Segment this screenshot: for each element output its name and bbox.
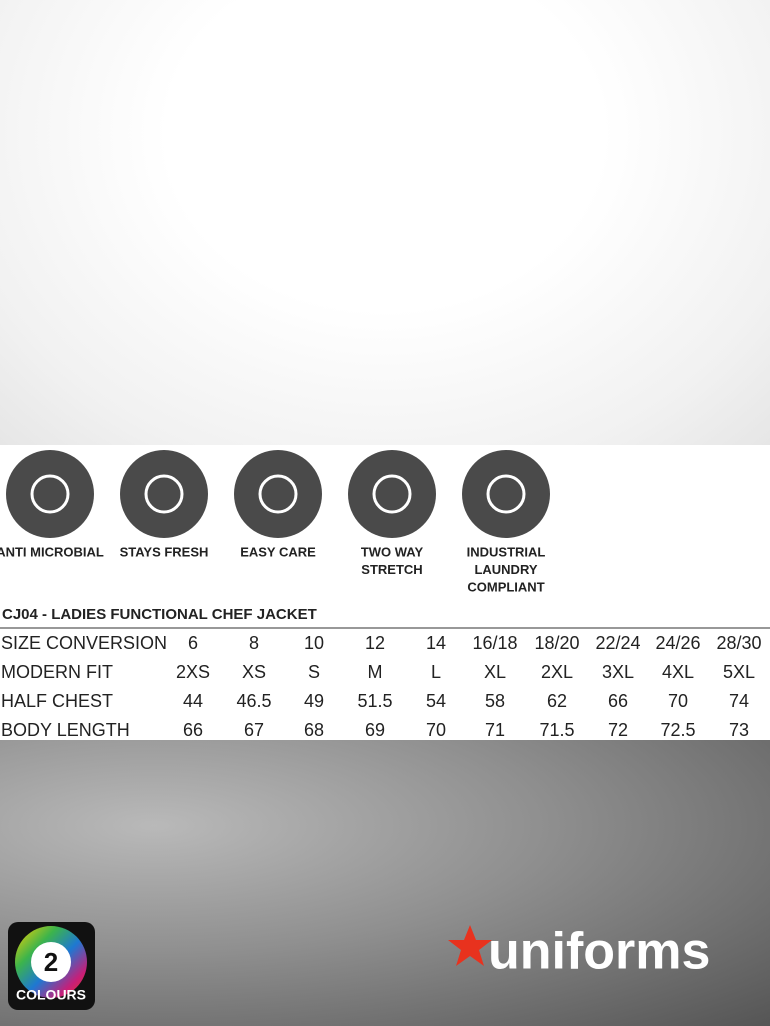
table-cell: 69 <box>365 720 385 740</box>
table-cell: 4XL <box>662 662 694 682</box>
table-cell: 68 <box>304 720 324 740</box>
feature: EASY CARE <box>234 450 322 559</box>
row-header: MODERN FIT <box>1 662 113 682</box>
feature-label: LAUNDRY <box>474 562 537 577</box>
feature-label: EASY CARE <box>240 544 316 559</box>
row-header: BODY LENGTH <box>1 720 130 740</box>
table-cell: 6 <box>188 633 198 653</box>
table-cell: 66 <box>183 720 203 740</box>
table-cell: 58 <box>485 691 505 711</box>
feature-label: COMPLIANT <box>467 579 544 594</box>
table-cell: 22/24 <box>595 633 640 653</box>
table-cell: 73 <box>729 720 749 740</box>
table-cell: 66 <box>608 691 628 711</box>
feature-label: STRETCH <box>361 562 422 577</box>
table-cell: 14 <box>426 633 446 653</box>
table-cell: 72 <box>608 720 628 740</box>
colour-count: 2 <box>44 947 58 977</box>
feature-icon <box>348 450 436 538</box>
table-cell: 71 <box>485 720 505 740</box>
feature-icon-glyph <box>486 474 526 514</box>
feature-label: TWO WAY <box>361 544 424 559</box>
table-cell: 3XL <box>602 662 634 682</box>
table-cell: M <box>368 662 383 682</box>
feature: INDUSTRIAL LAUNDRY COMPLIANT <box>462 450 550 594</box>
table-cell: 67 <box>244 720 264 740</box>
table-cell: 2XL <box>541 662 573 682</box>
table-cell: 70 <box>668 691 688 711</box>
feature: TWO WAY STRETCH <box>348 450 436 577</box>
table-cell: 51.5 <box>357 691 392 711</box>
table-cell: 49 <box>304 691 324 711</box>
table-cell: 2XS <box>176 662 210 682</box>
feature-label: STAYS FRESH <box>120 544 209 559</box>
brand-name: uniforms <box>488 923 710 981</box>
feature-icon-glyph <box>144 474 184 514</box>
colours-badge: 2 COLOURS <box>8 922 95 1010</box>
table-cell: 28/30 <box>716 633 761 653</box>
table-cell: 8 <box>249 633 259 653</box>
table-cell: XS <box>242 662 266 682</box>
feature-icon-glyph <box>30 474 70 514</box>
table-cell: 72.5 <box>660 720 695 740</box>
table-cell: 74 <box>729 691 749 711</box>
table-cell: 70 <box>426 720 446 740</box>
table-cell: 18/20 <box>534 633 579 653</box>
row-header: HALF CHEST <box>1 691 113 711</box>
row-header: SIZE CONVERSION <box>1 633 167 653</box>
feature-icon <box>234 450 322 538</box>
feature-icon-glyph <box>258 474 298 514</box>
table-cell: 54 <box>426 691 446 711</box>
feature-icon <box>120 450 208 538</box>
table-cell: 16/18 <box>472 633 517 653</box>
feature: ANTI MICROBIAL <box>0 450 104 559</box>
table-cell: 71.5 <box>539 720 574 740</box>
feature: STAYS FRESH <box>120 450 209 559</box>
table-cell: 10 <box>304 633 324 653</box>
product-photo-area <box>0 0 770 445</box>
table-cell: 12 <box>365 633 385 653</box>
feature-icon <box>462 450 550 538</box>
table-cell: 24/26 <box>655 633 700 653</box>
feature-label: ANTI MICROBIAL <box>0 544 104 559</box>
table-cell: 46.5 <box>236 691 271 711</box>
table-title: CJ04 - LADIES FUNCTIONAL CHEF JACKET <box>2 606 317 623</box>
grunge-background <box>0 740 770 1026</box>
colour-label: COLOURS <box>16 987 86 1003</box>
table-cell: 44 <box>183 691 203 711</box>
brand-logo: uniforms <box>448 923 710 981</box>
table-cell: XL <box>484 662 506 682</box>
table-cell: S <box>308 662 320 682</box>
feature-icon <box>6 450 94 538</box>
table-cell: L <box>431 662 441 682</box>
table-cell: 62 <box>547 691 567 711</box>
feature-label: INDUSTRIAL <box>467 544 546 559</box>
feature-icon-glyph <box>372 474 412 514</box>
table-cell: 5XL <box>723 662 755 682</box>
